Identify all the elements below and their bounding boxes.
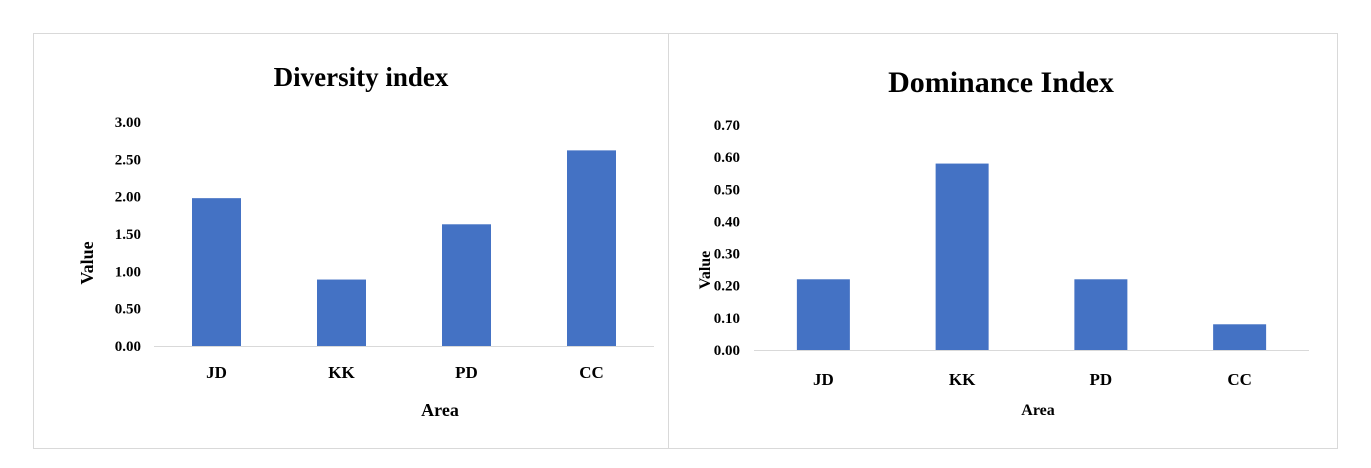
y-axis-label: Value — [697, 251, 714, 290]
bar-cc — [567, 150, 616, 346]
x-tick-label: KK — [328, 363, 355, 382]
y-tick-label: 2.00 — [115, 190, 141, 206]
bar-cc — [1213, 324, 1267, 350]
y-tick-label: 0.70 — [714, 118, 740, 134]
y-tick-label: 0.50 — [714, 182, 740, 198]
y-tick-label: 0.00 — [714, 343, 740, 359]
x-tick-label: JD — [206, 363, 227, 382]
chart-title: Diversity index — [274, 62, 449, 92]
x-tick-label: PD — [455, 363, 478, 382]
y-tick-label: 2.50 — [115, 152, 141, 168]
bar-jd — [192, 198, 241, 346]
bar-kk — [935, 163, 989, 350]
bar-jd — [796, 279, 850, 350]
dominance-chart-panel: Dominance Index Area Value 0.00 0.10 0.20 0… — [668, 33, 1338, 449]
y-tick-label: 0.10 — [714, 311, 740, 327]
y-tick-label: 1.50 — [115, 227, 141, 243]
diversity-chart-panel: Diversity index Area Value 0.00 0.50 1.00 1… — [33, 33, 669, 449]
y-tick-label: 0.20 — [714, 279, 740, 295]
plot-area: 0.00 0.50 1.00 1.50 2.00 2.50 3.00 JD KK PD CC — [115, 115, 654, 382]
x-tick-label: JD — [813, 370, 834, 389]
bar-pd — [442, 224, 491, 346]
bar-pd — [1074, 279, 1128, 350]
x-axis-label: Area — [1021, 402, 1054, 419]
bar-kk — [317, 279, 366, 346]
y-tick-label: 3.00 — [115, 115, 141, 131]
y-tick-label: 0.40 — [714, 214, 740, 230]
y-tick-label: 0.50 — [115, 302, 141, 318]
diversity-chart: Diversity index Area Value 0.00 0.50 1.00 1… — [77, 62, 654, 420]
dominance-chart: Dominance Index Area Value 0.000.100.200… — [697, 66, 1309, 419]
plot-area: 0.00 0.10 0.20 0.30 0.40 0.50 0.60 0.70 JD KK PD CC — [714, 118, 1309, 389]
y-tick-label: 1.00 — [115, 264, 141, 280]
y-tick-label: 0.60 — [714, 150, 740, 166]
x-axis-label: Area — [421, 400, 459, 420]
chart-title: Dominance Index — [888, 66, 1114, 99]
y-tick-label: 0.30 — [714, 247, 740, 263]
y-tick-label: 0.00 — [115, 339, 141, 355]
x-tick-label: PD — [1090, 370, 1113, 389]
x-tick-label: CC — [1227, 370, 1252, 389]
x-tick-label: KK — [949, 370, 976, 389]
y-axis-label: Value — [77, 241, 97, 284]
x-tick-label: CC — [579, 363, 604, 382]
